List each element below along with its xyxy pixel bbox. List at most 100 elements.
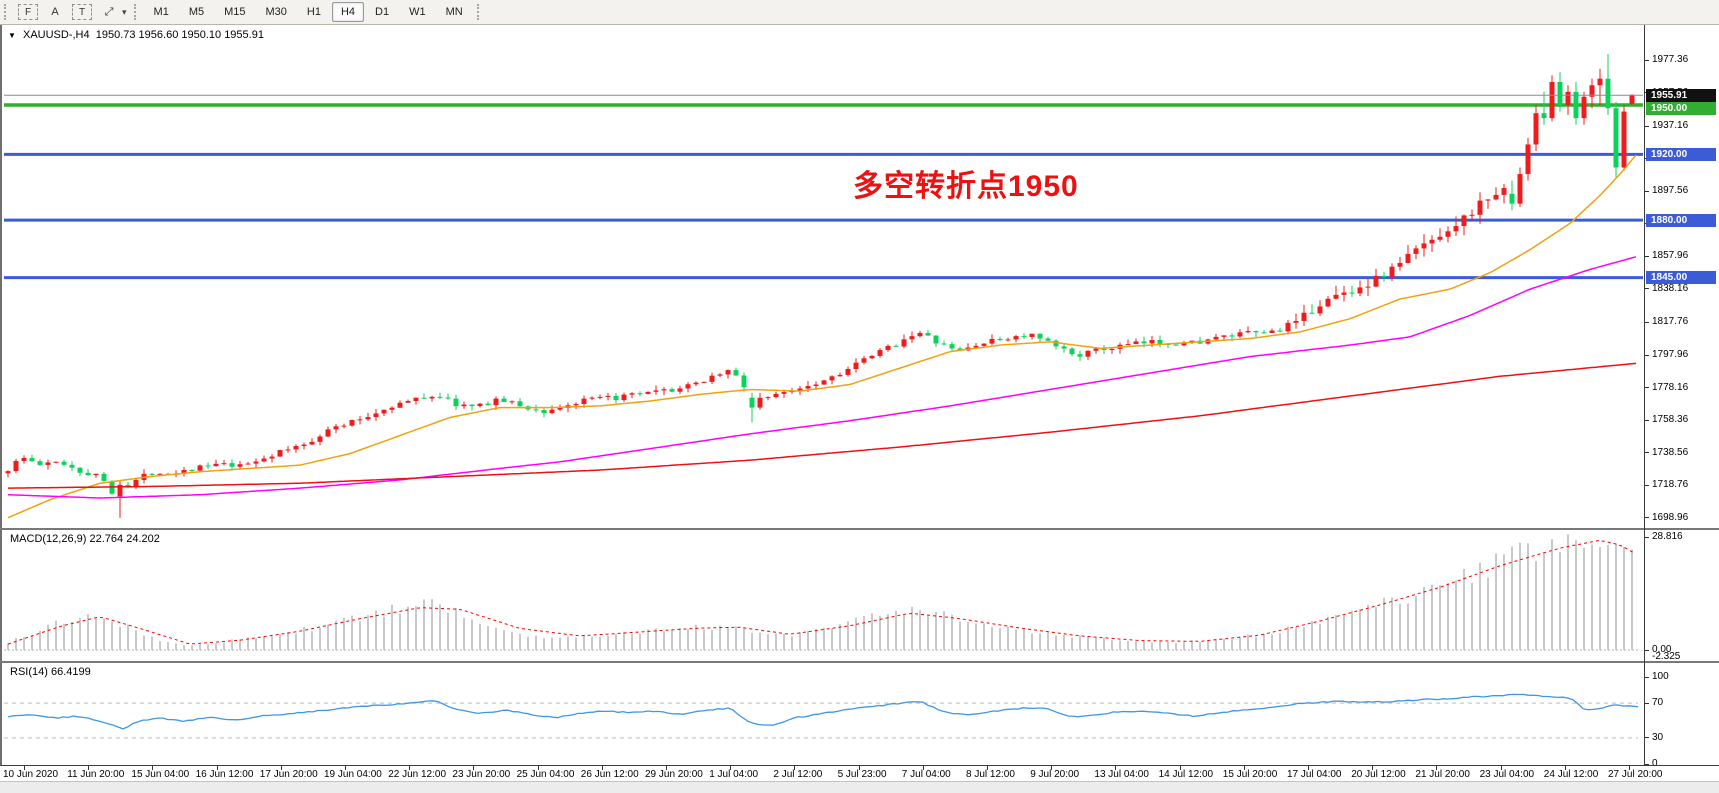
time-axis[interactable] [0, 766, 1719, 781]
time-label: 1 Jul 04:00 [709, 769, 759, 780]
current-price-badge: 1955.91 [1646, 88, 1716, 102]
price-tick-dash [1645, 387, 1649, 389]
candles-layer [5, 54, 1635, 518]
rsi-tick-dash [1645, 702, 1649, 704]
toolbar-grip-2[interactable] [133, 4, 140, 20]
price-tick-1698.96: 1698.96 [1652, 511, 1689, 523]
time-label: 17 Jul 04:00 [1287, 769, 1342, 780]
level-badge-1845.00: 1845.00 [1646, 271, 1716, 285]
price-tick-1817.76: 1817.76 [1652, 316, 1689, 328]
time-label: 22 Jun 12:00 [388, 769, 447, 780]
time-label: 21 Jul 20:00 [1415, 769, 1470, 780]
price-tick-1838.16: 1838.16 [1652, 282, 1689, 294]
timeframe-h4[interactable]: H4 [331, 2, 365, 22]
rsi-tick-dash [1645, 737, 1649, 739]
time-label: 5 Jul 23:00 [837, 769, 887, 780]
rsi-axis-70: 70 [1652, 697, 1664, 709]
time-tick [1629, 766, 1630, 770]
annotation-text[interactable]: 多空转折点1950 [853, 170, 1079, 203]
price-tick-dash [1645, 517, 1649, 519]
timeframe-m15[interactable]: M15 [224, 6, 246, 18]
time-label: 20 Jul 12:00 [1351, 769, 1406, 780]
time-tick [537, 766, 539, 770]
timeframe-w1[interactable]: W1 [409, 6, 426, 18]
time-label: 11 Jun 20:00 [67, 769, 125, 780]
time-label: 9 Jul 20:00 [1030, 769, 1080, 780]
price-tick-dash [1645, 125, 1649, 127]
chart-window[interactable] [0, 24, 1719, 793]
price-tick-dash [1645, 321, 1649, 323]
time-tick [1243, 766, 1245, 770]
time-label: 14 Jul 12:00 [1158, 769, 1214, 780]
timeframe-bar: M1 M5 M15 M30 H1 H4 D1 W1 MN [144, 2, 473, 22]
time-label: 25 Jun 04:00 [516, 769, 575, 780]
rsi-indicator-label: RSI(14) 66.4199 [10, 666, 91, 678]
time-tick [987, 766, 988, 770]
price-tick-dash [1645, 419, 1649, 421]
time-tick [601, 766, 603, 770]
time-tick [216, 766, 218, 770]
time-label: 23 Jun 20:00 [452, 769, 511, 780]
window-bottom-strip [0, 781, 1719, 793]
price-tick-dash [1645, 452, 1649, 454]
text-label-icon[interactable]: T [72, 4, 92, 20]
time-tick [152, 766, 154, 770]
rsi-axis-0: 0 [1652, 758, 1658, 769]
text-icon[interactable]: A [51, 6, 59, 18]
time-label: 7 Jul 04:00 [901, 769, 951, 780]
price-tick-1797.96: 1797.96 [1652, 349, 1689, 360]
timeframe-m1[interactable]: M1 [153, 6, 169, 18]
price-tick-1897.56: 1897.56 [1652, 185, 1689, 197]
rsi-axis-100: 100 [1652, 671, 1669, 682]
time-label: 13 Jul 04:00 [1094, 769, 1149, 780]
time-label: 15 Jun 04:00 [131, 769, 190, 780]
macd-axis-min: -2.325 [1652, 651, 1681, 662]
rsi-line [7, 693, 1639, 730]
panel-separator-macd[interactable] [0, 528, 1719, 530]
time-label: 23 Jul 04:00 [1479, 769, 1535, 780]
toolbar-grip[interactable] [4, 4, 10, 20]
macd-histogram [7, 534, 1633, 650]
arrows-dropdown-caret-icon[interactable]: ▾ [122, 6, 127, 17]
price-scale-border[interactable] [1644, 24, 1645, 766]
panel-separator-rsi[interactable] [0, 661, 1719, 663]
rsi-axis-30: 30 [1652, 731, 1664, 743]
time-axis-border [0, 765, 1719, 766]
time-tick [1308, 766, 1309, 770]
time-tick [666, 766, 667, 770]
time-tick [1115, 766, 1117, 770]
time-tick [409, 766, 411, 770]
time-label: 29 Jun 20:00 [645, 769, 703, 780]
timeframe-d1[interactable]: D1 [375, 6, 390, 18]
timeframe-mn[interactable]: MN [445, 6, 463, 18]
time-tick [473, 766, 475, 770]
time-tick [858, 766, 860, 770]
ma-slow-line [8, 362, 1637, 489]
time-tick [1051, 766, 1053, 770]
price-tick-1937.16: 1937.16 [1652, 120, 1689, 132]
macd-signal-line [7, 540, 1635, 645]
time-tick [1372, 766, 1374, 770]
time-tick [730, 766, 732, 770]
time-tick [922, 766, 924, 770]
rsi-tick-dash [1645, 676, 1649, 678]
timeframe-m30[interactable]: M30 [265, 6, 287, 18]
toolbar: F A T ⤢ ▾ M1 M5 M15 M30 H1 H4 D1 W1 MN [0, 0, 1719, 25]
level-badge-1950.00: 1950.00 [1646, 101, 1716, 115]
price-tick-1738.56: 1738.56 [1652, 446, 1689, 458]
time-label: 26 Jun 12:00 [580, 769, 639, 780]
time-label: 16 Jun 12:00 [195, 769, 254, 780]
timeframe-h1[interactable]: H1 [306, 6, 321, 18]
price-tick-dash [1645, 255, 1649, 257]
time-label: 17 Jun 20:00 [259, 769, 318, 780]
time-tick [1564, 766, 1566, 770]
toolbar-grip-3[interactable] [476, 4, 483, 20]
time-tick [1179, 766, 1181, 770]
time-tick [345, 766, 346, 770]
arrows-tool-icon[interactable]: ⤢ [104, 5, 114, 18]
time-label: 19 Jun 04:00 [324, 769, 382, 780]
timeframe-m5[interactable]: M5 [188, 6, 205, 18]
one-click-trading-arrow[interactable]: ▼ [8, 31, 16, 40]
fibonacci-retracement-icon[interactable]: F [18, 4, 38, 20]
